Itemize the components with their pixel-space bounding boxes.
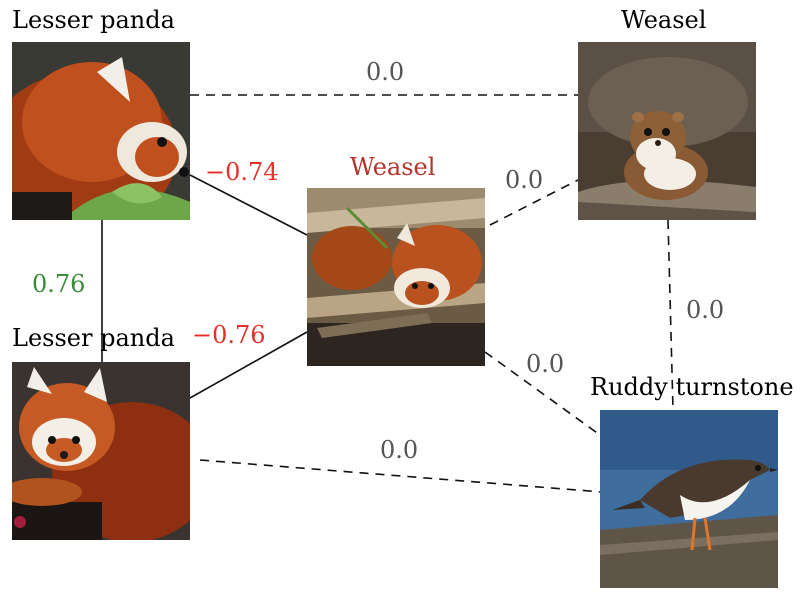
title-weasel-top: Weasel [621, 6, 707, 34]
edge-value-panda-top-center: −0.74 [205, 158, 279, 186]
title-lesser-panda-bottom: Lesser panda [12, 324, 175, 352]
edge-center-turnstone-line [484, 351, 601, 436]
edge-weasel-center-line [489, 179, 579, 226]
photo-ruddy-turnstone [600, 410, 778, 588]
edge-value-weasel-center: 0.0 [505, 166, 544, 194]
title-lesser-panda-top: Lesser panda [12, 6, 175, 34]
edge-panda-top-center-line [189, 174, 308, 236]
edge-value-weasel-turnstone: 0.0 [686, 296, 725, 324]
edge-value-panda-pair: 0.76 [32, 270, 86, 298]
edge-value-bottom-row: 0.0 [380, 436, 419, 464]
edge-value-panda-bottom-center: −0.76 [192, 321, 266, 349]
edge-value-center-turnstone: 0.0 [526, 350, 565, 378]
title-ruddy-turnstone: Ruddy turnstone [590, 373, 794, 401]
title-weasel-center: Weasel [350, 153, 436, 181]
photo-weasel-top [578, 42, 756, 220]
photo-lesser-panda-top [12, 42, 190, 220]
edge-panda-bottom-center-line [189, 331, 308, 399]
photo-center-red-panda [307, 188, 485, 366]
photo-lesser-panda-bottom [12, 362, 190, 540]
edge-bottom-row-line [199, 459, 603, 493]
edge-value-top-row: 0.0 [366, 58, 405, 86]
